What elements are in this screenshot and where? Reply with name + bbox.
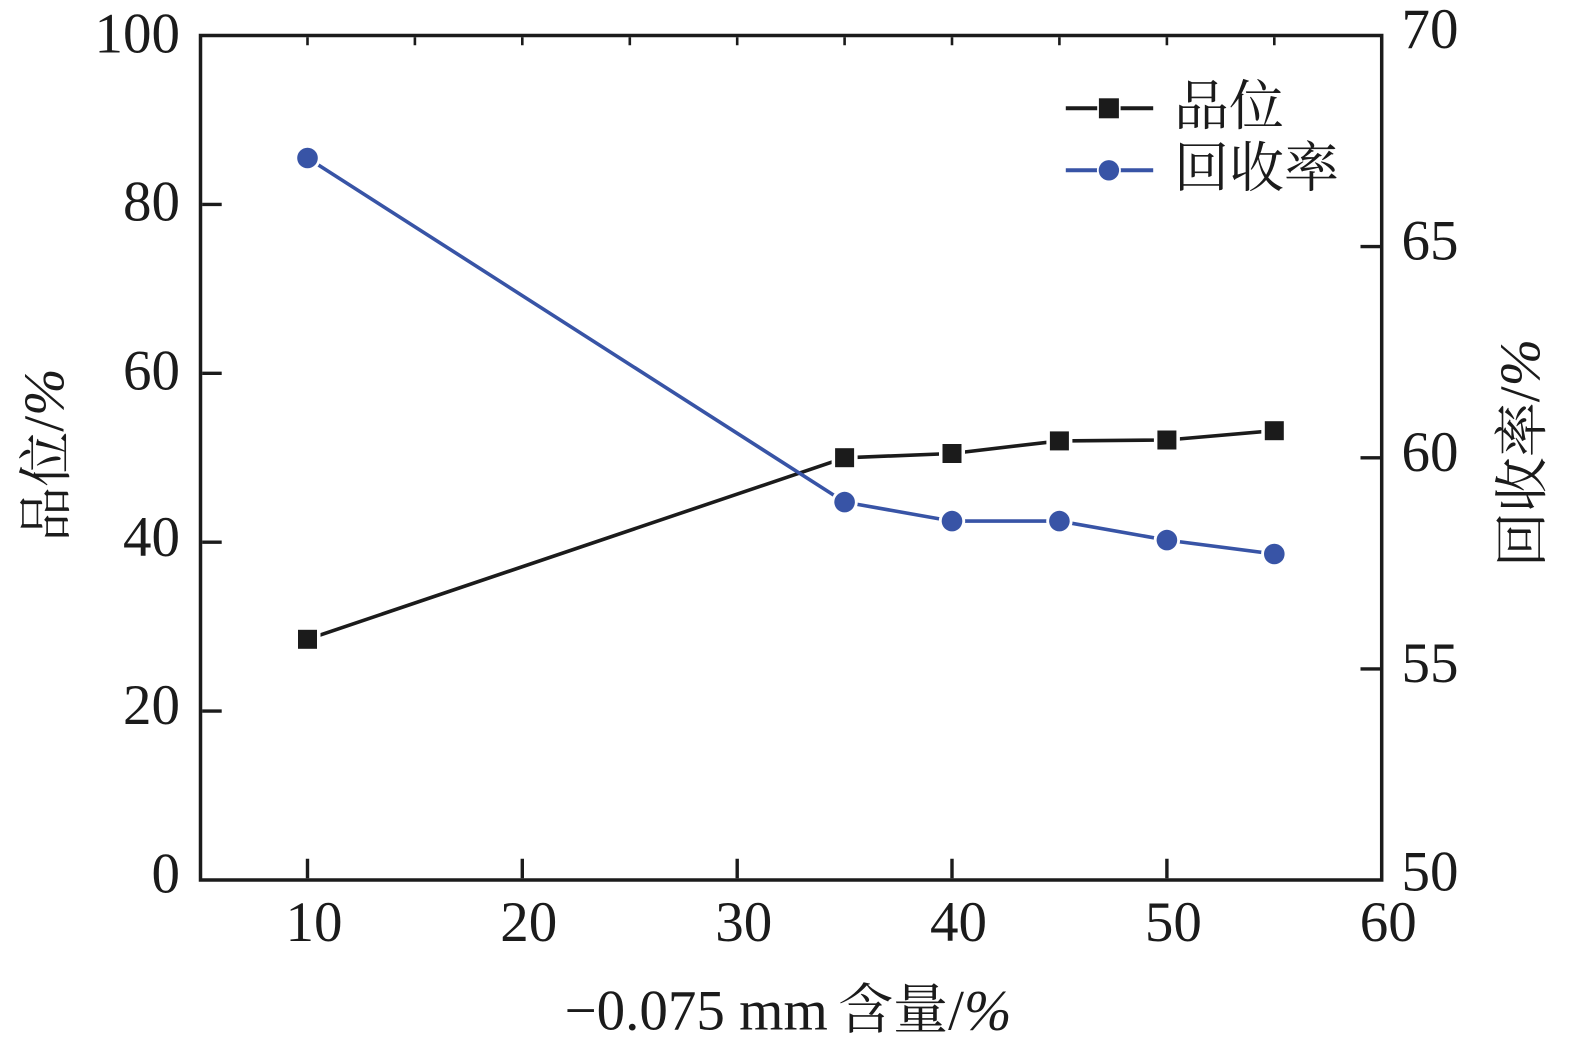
svg-text:80: 80 [123, 170, 180, 233]
svg-text:40: 40 [123, 506, 180, 569]
svg-text:0: 0 [152, 843, 181, 906]
svg-text:−0.075 mm: −0.075 mm [565, 980, 828, 1043]
svg-text:70: 70 [1402, 0, 1459, 61]
svg-text:30: 30 [715, 891, 772, 954]
svg-text:10: 10 [286, 891, 343, 954]
svg-text:50: 50 [1402, 841, 1459, 904]
svg-text:60: 60 [1402, 421, 1459, 484]
svg-text:20: 20 [500, 891, 557, 954]
svg-text:50: 50 [1145, 891, 1202, 954]
svg-text:55: 55 [1402, 632, 1459, 695]
svg-text:60: 60 [123, 340, 180, 403]
svg-text:65: 65 [1402, 209, 1459, 272]
svg-text:100: 100 [95, 3, 181, 66]
svg-text:/%: /% [1489, 339, 1552, 402]
svg-text:40: 40 [930, 891, 987, 954]
svg-text:20: 20 [123, 674, 180, 737]
svg-text:60: 60 [1360, 891, 1417, 954]
svg-text:/%: /% [948, 980, 1011, 1043]
svg-text:/%: /% [13, 368, 76, 431]
